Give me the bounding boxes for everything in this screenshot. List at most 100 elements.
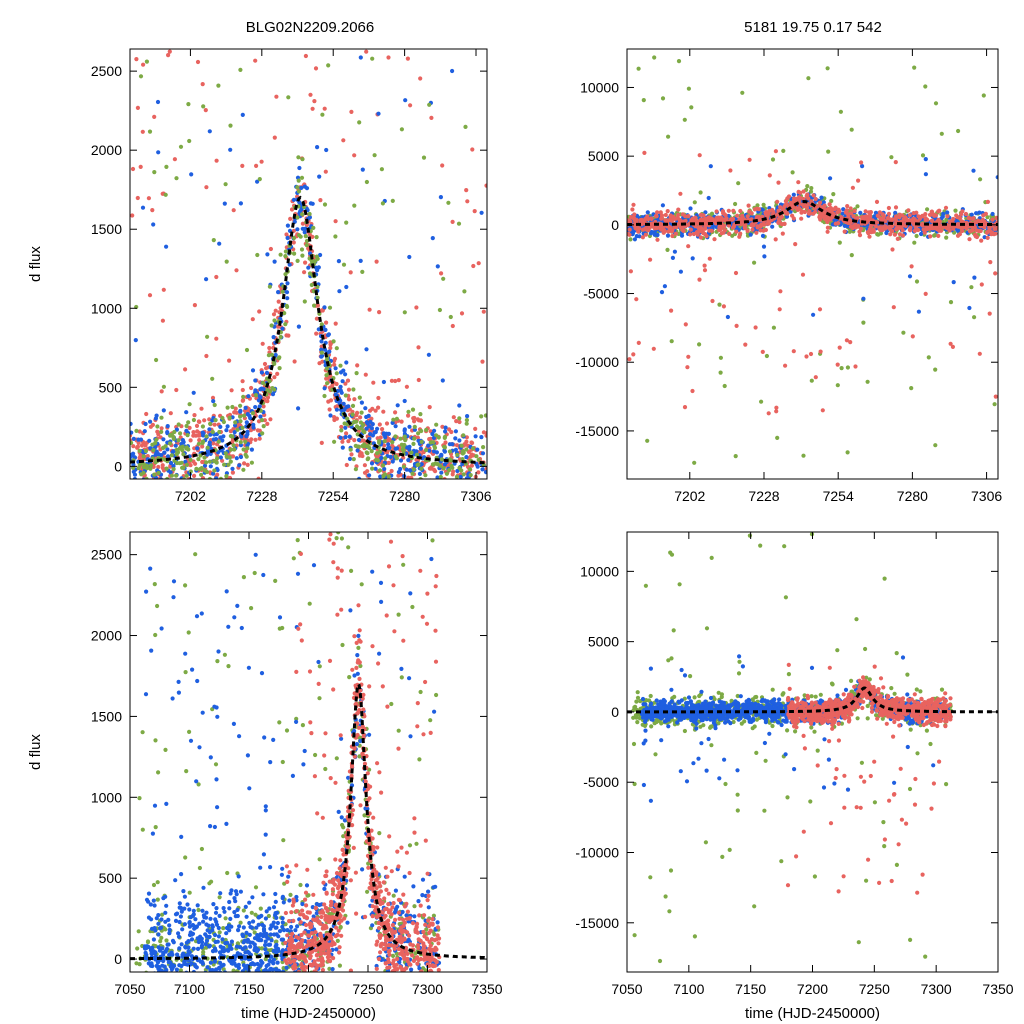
data-point xyxy=(698,235,704,240)
data-point xyxy=(284,290,290,295)
data-point xyxy=(717,226,723,231)
data-point xyxy=(227,415,232,420)
data-point xyxy=(153,632,158,638)
data-point xyxy=(284,232,289,237)
data-point xyxy=(353,443,358,448)
data-point xyxy=(811,193,816,198)
data-point xyxy=(161,384,166,389)
data-point xyxy=(484,183,487,188)
data-point xyxy=(386,431,391,436)
data-point xyxy=(234,410,239,415)
data-point xyxy=(464,455,469,460)
data-point xyxy=(197,438,202,443)
data-point xyxy=(168,470,173,475)
data-point xyxy=(653,213,659,219)
data-point xyxy=(260,380,266,385)
x-tick-label: 7202 xyxy=(175,488,206,504)
data-point xyxy=(856,178,861,183)
data-point xyxy=(365,889,370,894)
data-point xyxy=(145,501,149,505)
data-point xyxy=(688,206,693,211)
data-point xyxy=(258,414,263,419)
data-point xyxy=(333,392,338,397)
data-point xyxy=(628,215,634,220)
data-point xyxy=(332,362,337,367)
data-point xyxy=(414,452,420,457)
data-point xyxy=(757,216,763,221)
y-tick-label: 0 xyxy=(611,217,619,233)
data-point xyxy=(394,416,399,421)
data-point xyxy=(324,373,329,378)
data-point xyxy=(267,906,272,911)
data-point xyxy=(249,460,254,465)
data-point xyxy=(475,447,480,452)
data-point xyxy=(386,442,391,447)
data-point xyxy=(852,208,857,214)
data-point xyxy=(901,221,906,226)
data-point xyxy=(187,402,192,407)
y-tick-label: 2000 xyxy=(91,142,122,158)
data-point xyxy=(316,327,321,332)
data-point xyxy=(973,232,978,237)
data-point xyxy=(354,424,360,429)
data-point xyxy=(359,410,364,415)
data-point xyxy=(131,436,136,441)
data-point xyxy=(783,199,789,204)
data-point xyxy=(690,388,695,394)
data-point xyxy=(659,216,664,221)
data-point xyxy=(319,322,324,327)
data-point xyxy=(804,193,809,199)
data-point xyxy=(176,690,181,695)
data-point xyxy=(430,462,435,467)
data-point xyxy=(261,387,266,392)
data-point xyxy=(665,233,671,238)
data-point xyxy=(407,447,412,452)
data-point xyxy=(337,963,342,968)
data-point xyxy=(138,164,143,169)
data-point xyxy=(261,404,266,409)
data-point xyxy=(367,473,372,478)
data-point xyxy=(793,242,798,247)
data-point xyxy=(430,538,435,543)
data-point xyxy=(140,730,145,735)
data-point xyxy=(210,376,215,381)
data-point xyxy=(438,487,442,491)
data-point xyxy=(186,420,191,425)
data-point xyxy=(135,105,140,110)
data-point xyxy=(340,439,345,444)
data-point xyxy=(813,196,818,202)
data-point xyxy=(152,170,157,175)
data-point xyxy=(165,454,171,459)
data-point xyxy=(317,174,322,179)
data-point xyxy=(954,213,959,218)
data-point xyxy=(407,254,412,260)
data-point xyxy=(447,468,452,473)
data-point xyxy=(897,212,902,217)
data-point xyxy=(685,365,690,370)
data-point xyxy=(433,515,437,519)
data-point xyxy=(457,419,462,425)
data-point xyxy=(174,452,179,457)
data-point xyxy=(259,418,265,423)
data-point xyxy=(912,65,917,70)
data-point xyxy=(459,443,464,448)
plot-frame xyxy=(626,48,999,480)
data-point xyxy=(245,462,250,467)
data-point xyxy=(463,483,467,487)
data-point xyxy=(217,930,222,935)
data-point xyxy=(877,226,882,231)
data-point xyxy=(676,207,681,212)
data-point xyxy=(833,221,838,226)
data-point xyxy=(230,454,236,459)
data-point xyxy=(358,55,363,60)
data-point xyxy=(136,466,141,471)
data-point xyxy=(291,235,297,241)
data-point xyxy=(378,474,383,479)
data-point xyxy=(238,414,243,419)
data-point xyxy=(831,192,836,197)
data-point xyxy=(146,481,150,485)
data-point xyxy=(364,179,369,185)
data-point xyxy=(440,163,445,168)
data-point xyxy=(427,448,432,453)
data-point xyxy=(453,436,458,441)
